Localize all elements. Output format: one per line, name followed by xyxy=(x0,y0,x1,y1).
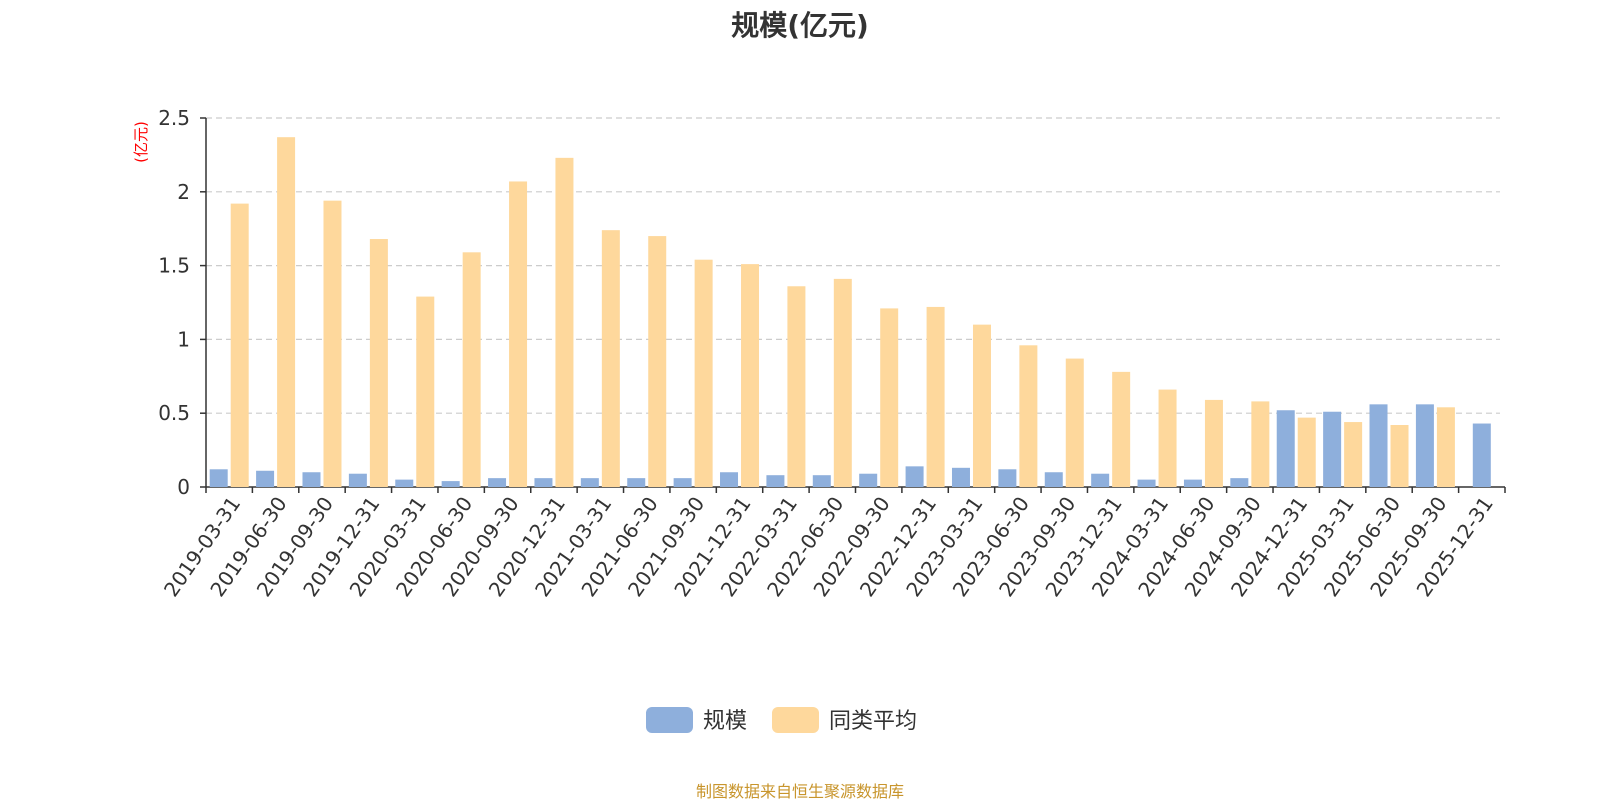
bar-avg xyxy=(833,278,852,487)
bar-scale xyxy=(209,469,228,487)
bar-scale xyxy=(488,478,507,487)
bar-avg xyxy=(555,157,574,488)
bar-scale xyxy=(302,472,321,487)
bar-scale xyxy=(1044,472,1063,487)
bar-avg xyxy=(277,137,296,488)
bar-scale xyxy=(859,473,878,487)
bar-avg xyxy=(1204,399,1223,487)
bar-scale xyxy=(534,478,553,487)
bar-avg xyxy=(416,296,435,487)
y-tick-label: 1.5 xyxy=(158,254,190,278)
bar-scale xyxy=(1472,423,1491,487)
bar-scale xyxy=(256,470,275,487)
bar-scale xyxy=(720,472,739,487)
bar-scale xyxy=(951,467,970,487)
bar-scale xyxy=(395,479,414,487)
legend-label-scale: 规模 xyxy=(703,709,747,734)
legend-swatch-scale xyxy=(646,707,693,733)
bar-scale xyxy=(1183,479,1202,487)
bar-avg xyxy=(648,236,667,487)
y-tick-label: 0.5 xyxy=(158,401,190,425)
bar-avg xyxy=(880,308,899,487)
bar-scale xyxy=(580,478,599,487)
bar-avg xyxy=(369,239,388,487)
bar-scale xyxy=(1415,404,1434,487)
bar-scale xyxy=(1369,404,1388,487)
source-note: 制图数据来自恒生聚源数据库 xyxy=(695,782,904,801)
bar-scale xyxy=(673,478,692,487)
y-tick-label: 0 xyxy=(177,475,190,499)
bar-scale xyxy=(627,478,646,487)
bar-avg xyxy=(323,200,342,487)
bar-avg xyxy=(741,264,760,487)
bar-avg xyxy=(1436,407,1455,487)
bar-avg xyxy=(1158,389,1177,487)
bar-scale xyxy=(905,466,924,487)
bar-avg xyxy=(462,252,481,487)
y-axis-label: (亿元) xyxy=(132,121,150,163)
bar-avg xyxy=(1019,345,1038,487)
legend-swatch-avg xyxy=(772,707,819,733)
y-tick-label: 1 xyxy=(177,327,190,351)
y-tick-label: 2 xyxy=(177,180,190,204)
bar-avg xyxy=(972,324,991,487)
bar-scale xyxy=(441,481,460,487)
chart-title: 规模(亿元) xyxy=(731,9,869,42)
bar-avg xyxy=(1344,422,1363,487)
bar-scale xyxy=(998,469,1017,487)
bar-avg xyxy=(230,203,249,487)
bar-scale xyxy=(1091,473,1110,487)
bar-scale xyxy=(348,473,367,487)
bar-avg xyxy=(787,286,806,487)
bar-avg xyxy=(1251,401,1270,487)
bar-scale xyxy=(1276,410,1295,487)
bar-avg xyxy=(926,306,945,487)
bar-avg xyxy=(694,259,713,487)
bar-avg xyxy=(1112,371,1131,487)
bar-scale xyxy=(766,475,785,487)
bar-scale xyxy=(1230,478,1249,487)
bar-avg xyxy=(1390,425,1409,487)
bar-avg xyxy=(1297,417,1316,487)
y-tick-label: 2.5 xyxy=(158,106,190,130)
legend-label-avg: 同类平均 xyxy=(829,709,917,734)
bar-avg xyxy=(509,181,528,487)
bar-scale xyxy=(1137,479,1156,487)
bar-scale xyxy=(1323,411,1342,487)
bar-scale xyxy=(812,475,831,487)
bar-avg xyxy=(1065,358,1084,487)
bar-avg xyxy=(601,230,620,487)
